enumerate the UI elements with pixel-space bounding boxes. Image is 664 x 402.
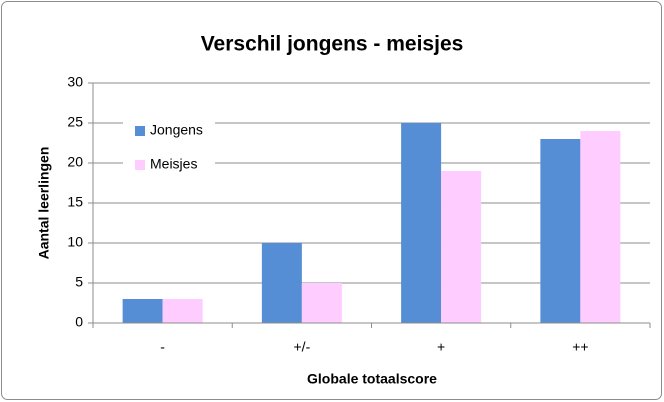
y-tick-label: 25 bbox=[67, 114, 83, 130]
bar bbox=[441, 171, 482, 323]
y-tick-label: 5 bbox=[75, 274, 83, 290]
x-tick-label: ++ bbox=[572, 339, 588, 355]
legend-box bbox=[123, 112, 215, 182]
bar bbox=[580, 131, 621, 323]
bar bbox=[122, 299, 163, 323]
legend-swatch bbox=[135, 160, 145, 170]
legend-label: Jongens bbox=[150, 122, 203, 138]
bar bbox=[261, 243, 302, 323]
legend-label: Meisjes bbox=[150, 156, 197, 172]
chart-title: Verschil jongens - meisjes bbox=[201, 33, 464, 56]
bar bbox=[162, 299, 203, 323]
y-tick-label: 30 bbox=[67, 74, 83, 90]
x-tick-label: +/- bbox=[294, 339, 311, 355]
x-tick-label: - bbox=[160, 339, 165, 355]
y-tick-label: 0 bbox=[75, 314, 83, 330]
x-axis-label: Globale totaalscore bbox=[307, 371, 437, 387]
bar bbox=[540, 139, 581, 323]
bar bbox=[401, 123, 442, 323]
bar bbox=[301, 283, 342, 323]
y-axis-label: Aantal leerlingen bbox=[36, 147, 52, 260]
legend-swatch bbox=[135, 126, 145, 136]
y-tick-label: 15 bbox=[67, 194, 83, 210]
x-tick-label: + bbox=[437, 339, 445, 355]
y-tick-label: 10 bbox=[67, 234, 83, 250]
y-tick-label: 20 bbox=[67, 154, 83, 170]
